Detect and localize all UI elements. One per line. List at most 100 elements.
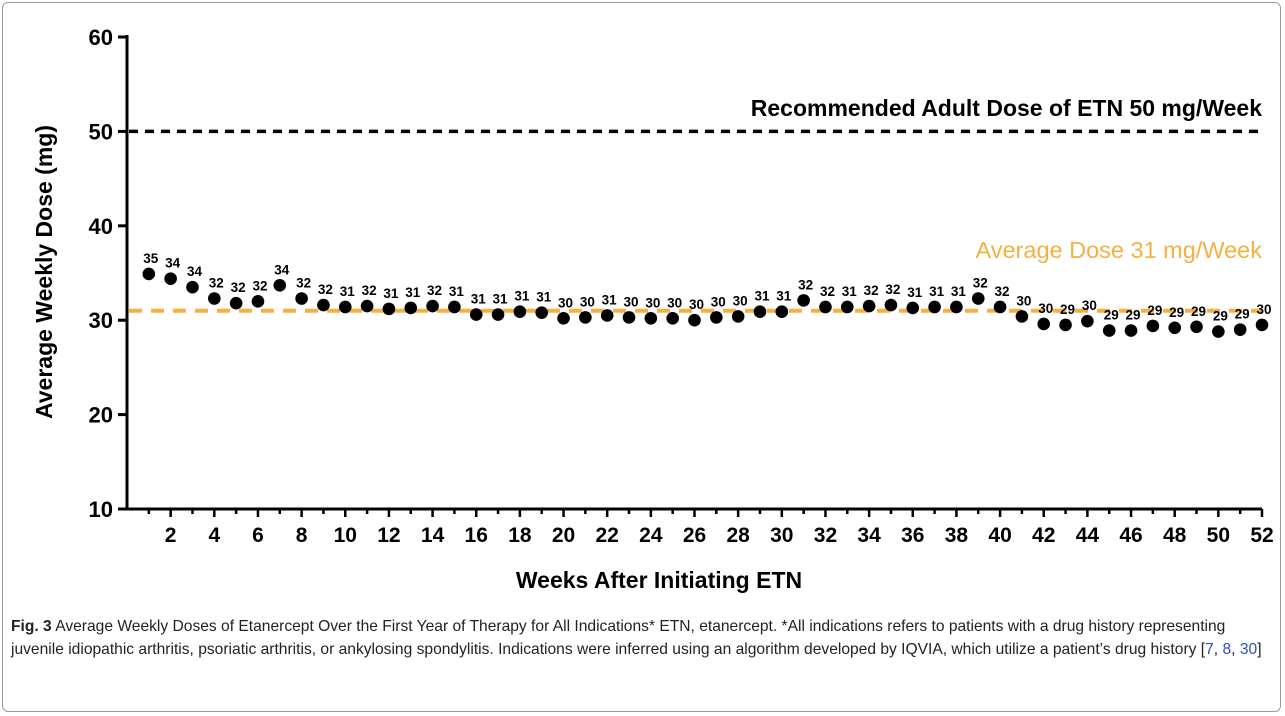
data-label: 30 xyxy=(558,295,573,310)
data-label: 32 xyxy=(252,278,267,293)
data-label: 31 xyxy=(907,285,923,300)
data-point xyxy=(971,292,985,305)
data-label: 29 xyxy=(1169,305,1184,320)
data-label: 31 xyxy=(536,290,552,305)
data-label: 31 xyxy=(340,284,356,299)
data-point xyxy=(753,305,767,319)
x-tick-label: 24 xyxy=(639,524,663,547)
y-tick-label: 10 xyxy=(89,497,113,522)
x-tick-label: 50 xyxy=(1207,524,1230,547)
data-label: 31 xyxy=(754,289,770,304)
data-point xyxy=(644,312,658,325)
x-tick-label: 10 xyxy=(334,524,357,547)
x-tick-label: 4 xyxy=(208,524,220,547)
data-point xyxy=(1233,323,1247,336)
data-point xyxy=(1190,320,1203,334)
data-point xyxy=(1168,321,1181,335)
x-tick-label: 8 xyxy=(296,524,308,547)
data-label: 31 xyxy=(842,284,858,299)
data-label: 32 xyxy=(864,283,879,298)
x-tick-label: 42 xyxy=(1032,524,1055,547)
data-point xyxy=(273,278,287,292)
data-label: 32 xyxy=(318,282,333,297)
data-point xyxy=(1081,314,1094,328)
data-label: 34 xyxy=(274,262,290,277)
x-axis-label: Weeks After Initiating ETN xyxy=(516,567,802,593)
data-label: 32 xyxy=(885,282,900,297)
data-point xyxy=(251,295,265,308)
data-label: 31 xyxy=(514,289,530,304)
x-tick-label: 6 xyxy=(252,524,264,547)
data-label: 30 xyxy=(645,295,660,310)
data-point xyxy=(622,311,636,324)
data-label: 29 xyxy=(1235,307,1250,322)
data-point xyxy=(797,294,810,307)
data-label: 32 xyxy=(798,277,813,292)
data-label: 31 xyxy=(602,292,618,307)
reference-link-8[interactable]: 8 xyxy=(1222,641,1232,658)
data-label: 31 xyxy=(383,286,399,301)
data-label: 31 xyxy=(776,289,792,304)
reference-link-7[interactable]: 7 xyxy=(1205,641,1214,658)
data-label: 32 xyxy=(362,283,377,298)
data-point xyxy=(688,313,701,327)
data-point xyxy=(142,267,156,281)
x-tick-label: 18 xyxy=(508,524,532,547)
axes xyxy=(118,35,1264,517)
data-label: 32 xyxy=(820,284,835,299)
y-axis-label: Average Weekly Dose (mg) xyxy=(31,125,57,419)
caption-text: Average Weekly Doses of Etanercept Over … xyxy=(11,618,1226,658)
data-point xyxy=(491,308,505,321)
data-point xyxy=(557,312,570,325)
x-tick-label: 34 xyxy=(857,524,881,547)
data-label: 31 xyxy=(929,284,945,299)
data-point xyxy=(1015,310,1029,323)
y-tick-label: 40 xyxy=(89,214,113,239)
x-tick-label: 38 xyxy=(945,524,969,547)
caption-text-end: ] xyxy=(1257,641,1262,658)
x-tick-label: 2 xyxy=(165,524,177,547)
data-point xyxy=(229,296,243,310)
data-label: 32 xyxy=(209,275,224,290)
data-point xyxy=(338,300,352,314)
figure-label: Fig. 3 xyxy=(11,618,52,635)
data-label: 32 xyxy=(973,275,988,290)
data-point xyxy=(426,299,439,313)
data-label: 31 xyxy=(493,292,509,307)
data-label: 32 xyxy=(296,275,311,290)
data-point xyxy=(164,272,177,285)
data-point xyxy=(666,312,679,325)
data-label: 30 xyxy=(1256,302,1271,317)
y-tick-label: 60 xyxy=(89,25,113,50)
y-tick-label: 50 xyxy=(89,119,113,144)
data-point xyxy=(928,300,941,314)
data-point xyxy=(1255,318,1269,332)
reference-lines: Recommended Adult Dose of ETN 50 mg/Week… xyxy=(129,95,1262,313)
data-label: 31 xyxy=(471,292,487,307)
data-point xyxy=(186,280,199,294)
data-label: 29 xyxy=(1126,308,1141,323)
data-label: 29 xyxy=(1060,302,1075,317)
x-tick-label: 44 xyxy=(1076,524,1100,547)
data-point xyxy=(1102,324,1116,337)
y-tick-label: 20 xyxy=(89,403,113,428)
reference-link-30[interactable]: 30 xyxy=(1239,641,1258,658)
data-point xyxy=(208,292,221,305)
data-point xyxy=(775,305,789,319)
data-label: 30 xyxy=(667,295,682,310)
data-label: 30 xyxy=(580,294,595,309)
data-label: 30 xyxy=(689,297,704,312)
data-label: 34 xyxy=(187,264,203,279)
data-point xyxy=(382,302,396,316)
data-point xyxy=(884,298,898,312)
data-point xyxy=(731,310,745,323)
x-tick-label: 46 xyxy=(1119,524,1142,547)
x-tick-label: 48 xyxy=(1163,524,1187,547)
data-label: 29 xyxy=(1104,308,1119,323)
x-tick-label: 20 xyxy=(552,524,575,547)
x-tick-label: 28 xyxy=(726,524,750,547)
data-point xyxy=(906,301,920,315)
data-label: 30 xyxy=(711,294,726,309)
data-label: 29 xyxy=(1213,309,1228,324)
